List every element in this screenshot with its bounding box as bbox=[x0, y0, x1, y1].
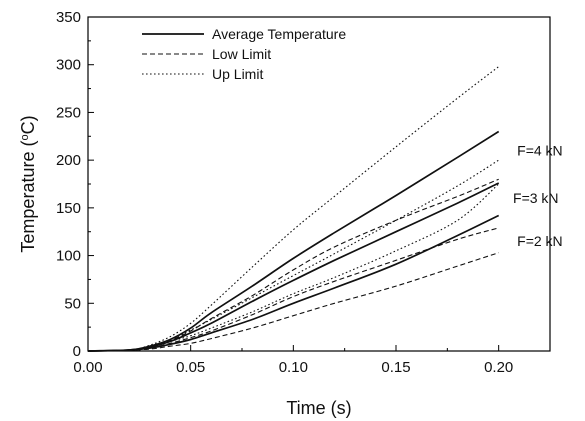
x-axis-title: Time (s) bbox=[286, 398, 351, 418]
series-line-f-2-kn-dashed bbox=[87, 252, 499, 352]
series-line-f-2-kn-solid bbox=[87, 214, 500, 352]
y-tick-label: 0 bbox=[73, 343, 81, 360]
series-line-f-3-kn-dotted bbox=[87, 159, 499, 352]
y-axis-title: Temperature (oC) bbox=[18, 115, 38, 252]
y-axis-title-prefix: Temperature ( bbox=[18, 141, 38, 253]
y-tick-label: 250 bbox=[56, 104, 81, 121]
x-tick-label: 0.05 bbox=[176, 359, 205, 376]
y-tick-label: 350 bbox=[56, 9, 81, 26]
y-tick-label: 50 bbox=[64, 295, 81, 312]
force-annotation: F=3 kN bbox=[513, 190, 559, 206]
force-annotation: F=2 kN bbox=[517, 233, 563, 249]
y-axis-title-degree: o bbox=[19, 134, 31, 140]
y-axis-title-suffix: C) bbox=[18, 115, 38, 134]
plot-area bbox=[87, 16, 551, 352]
x-tick-label: 0.00 bbox=[73, 359, 102, 376]
series-line-f-3-kn-dashed bbox=[87, 227, 499, 352]
series-layer bbox=[87, 66, 500, 352]
force-annotation: F=4 kN bbox=[517, 142, 563, 158]
x-tick-label: 0.20 bbox=[484, 359, 513, 376]
legend-label: Up Limit bbox=[212, 66, 263, 82]
series-line-f-4-kn-dashed bbox=[87, 178, 499, 352]
x-tick-label: 0.15 bbox=[381, 359, 410, 376]
legend-label: Low Limit bbox=[212, 46, 271, 62]
series-line-f-2-kn-dotted bbox=[87, 183, 500, 352]
axes: 0.00 0.05 0.10 0.15 0.20 0 50 100 150 200 250 300 35… bbox=[56, 9, 551, 376]
legend: Average Temperature Low Limit Up Limit bbox=[142, 26, 346, 82]
series-line-f-4-kn-dotted bbox=[87, 66, 500, 352]
y-tick-label: 100 bbox=[56, 248, 81, 265]
series-line-f-3-kn-solid bbox=[87, 182, 500, 352]
y-tick-label: 200 bbox=[56, 152, 81, 169]
plot-frame bbox=[87, 16, 551, 352]
x-tick-label: 0.10 bbox=[279, 359, 308, 376]
annotations: F=4 kN F=3 kN F=2 kN bbox=[513, 142, 563, 249]
series-line-f-4-kn-solid bbox=[87, 130, 500, 352]
legend-label: Average Temperature bbox=[212, 26, 346, 42]
y-tick-label: 150 bbox=[56, 200, 81, 217]
y-tick-label: 300 bbox=[56, 57, 81, 74]
